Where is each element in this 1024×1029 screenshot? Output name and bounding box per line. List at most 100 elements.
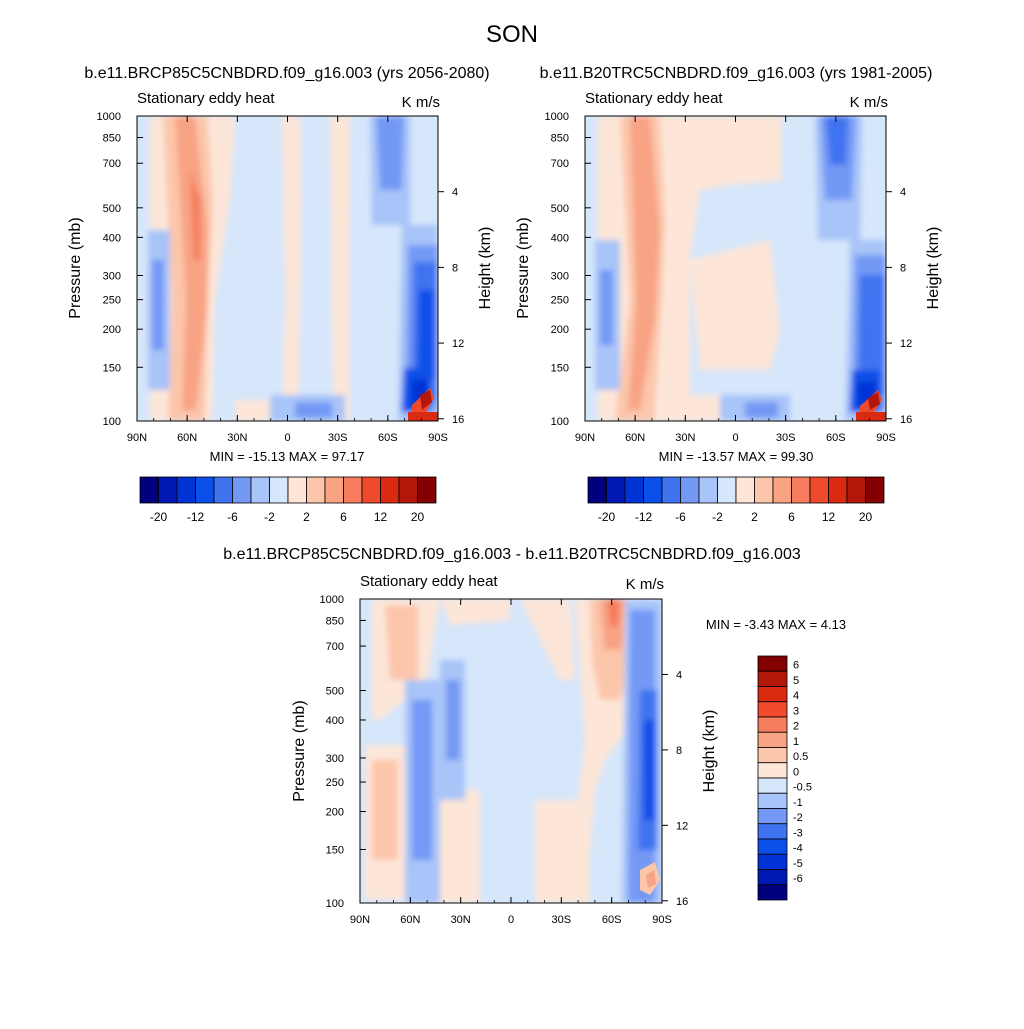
y-right-tick-label: 16 bbox=[452, 414, 464, 426]
colorbar-box bbox=[757, 701, 788, 718]
panel-2-axes: 90N 60N 30N 0 30S 60S 90S 100 150 200 250 300 400 500… bbox=[545, 111, 913, 444]
y-tick-label: 300 bbox=[551, 270, 569, 282]
y-right-tick-label: 16 bbox=[676, 896, 688, 908]
y-tick-label: 1000 bbox=[97, 111, 121, 123]
panel-1: b.e11.BRCP85C5CNBDRD.f09_g16.003 (yrs 20… bbox=[67, 65, 494, 524]
y-tick-label: 500 bbox=[551, 203, 569, 215]
panel-2: b.e11.B20TRC5CNBDRD.f09_g16.003 (yrs 198… bbox=[515, 65, 942, 524]
colorbar-box bbox=[809, 476, 829, 504]
y-tick-label: 100 bbox=[103, 416, 121, 428]
panel-1-title: b.e11.BRCP85C5CNBDRD.f09_g16.003 (yrs 20… bbox=[84, 65, 489, 82]
colorbar-box bbox=[865, 476, 885, 504]
colorbar-box bbox=[158, 476, 178, 504]
y-tick-label: 400 bbox=[551, 232, 569, 244]
colorbar-box bbox=[757, 747, 788, 764]
y-tick-label: 200 bbox=[551, 324, 569, 336]
colorbar-box bbox=[757, 884, 788, 901]
y-tick-label: 1000 bbox=[320, 594, 344, 606]
colorbar-box bbox=[698, 476, 718, 504]
colorbar-box bbox=[213, 476, 233, 504]
y-right-tick-label: 12 bbox=[676, 820, 688, 832]
panel-2-ylabel-right: Height (km) bbox=[925, 227, 942, 310]
colorbar-label: 3 bbox=[793, 705, 799, 717]
colorbar-box bbox=[324, 476, 344, 504]
colorbar-box bbox=[757, 823, 788, 840]
colorbar-label: 6 bbox=[788, 510, 795, 524]
x-tick-label: 30S bbox=[552, 914, 572, 926]
colorbar-box bbox=[643, 476, 663, 504]
x-tick-label: 60N bbox=[400, 914, 420, 926]
panel-2-units: K m/s bbox=[850, 94, 888, 111]
colorbar-box bbox=[680, 476, 700, 504]
x-tick-label: 60N bbox=[177, 432, 197, 444]
colorbar-box bbox=[139, 476, 159, 504]
panel-2-ylabel: Pressure (mb) bbox=[515, 217, 532, 318]
colorbar-label: -2 bbox=[712, 510, 723, 524]
x-tick-label: 30N bbox=[227, 432, 247, 444]
colorbar-box bbox=[417, 476, 437, 504]
colorbar-box bbox=[232, 476, 252, 504]
colorbar-box bbox=[754, 476, 774, 504]
colorbar-box bbox=[757, 869, 788, 886]
x-tick-label: 60S bbox=[826, 432, 846, 444]
y-tick-label: 400 bbox=[103, 232, 121, 244]
panel-1-minmax: MIN = -15.13 MAX = 97.17 bbox=[210, 449, 365, 464]
colorbar-box bbox=[757, 686, 788, 703]
colorbar-label: 0 bbox=[793, 766, 799, 778]
y-tick-label: 150 bbox=[326, 844, 344, 856]
x-tick-label: 90S bbox=[428, 432, 448, 444]
colorbar-label: 12 bbox=[822, 510, 836, 524]
colorbar-box bbox=[757, 716, 788, 733]
y-tick-label: 1000 bbox=[545, 111, 569, 123]
colorbar-box bbox=[757, 838, 788, 855]
panel-1-ylabel-right: Height (km) bbox=[477, 227, 494, 310]
y-right-tick-label: 12 bbox=[900, 338, 912, 350]
colorbar-label: 6 bbox=[340, 510, 347, 524]
colorbar-label: -5 bbox=[793, 858, 803, 870]
colorbar-label: 2 bbox=[793, 721, 799, 733]
y-tick-label: 150 bbox=[551, 362, 569, 374]
y-right-tick-label: 12 bbox=[452, 338, 464, 350]
y-tick-label: 850 bbox=[103, 133, 121, 145]
panel-3-contours bbox=[360, 599, 662, 903]
colorbar-label: -2 bbox=[793, 812, 803, 824]
y-tick-label: 100 bbox=[551, 416, 569, 428]
colorbar-box bbox=[624, 476, 644, 504]
colorbar-box bbox=[757, 777, 788, 794]
colorbar-label: -2 bbox=[264, 510, 275, 524]
panel-2-colorbar: -20 -12 -6 -2 2 6 12 20 bbox=[587, 476, 885, 524]
colorbar-box bbox=[757, 808, 788, 825]
y-tick-label: 500 bbox=[103, 203, 121, 215]
x-tick-label: 90N bbox=[350, 914, 370, 926]
panel-3: b.e11.BRCP85C5CNBDRD.f09_g16.003 - b.e11… bbox=[223, 546, 846, 926]
panel-2-minmax: MIN = -13.57 MAX = 99.30 bbox=[659, 449, 814, 464]
panel-3-minmax: MIN = -3.43 MAX = 4.13 bbox=[706, 617, 846, 632]
x-tick-label: 90S bbox=[652, 914, 672, 926]
colorbar-label: 20 bbox=[859, 510, 873, 524]
x-tick-label: 0 bbox=[508, 914, 514, 926]
colorbar-label: -12 bbox=[635, 510, 653, 524]
panel-1-left-string: Stationary eddy heat bbox=[137, 90, 275, 107]
x-tick-label: 90S bbox=[876, 432, 896, 444]
colorbar-label: -6 bbox=[675, 510, 686, 524]
y-tick-label: 850 bbox=[326, 615, 344, 627]
colorbar-box bbox=[757, 762, 788, 779]
x-tick-label: 60S bbox=[378, 432, 398, 444]
colorbar-label: -4 bbox=[793, 843, 803, 855]
colorbar-label: -20 bbox=[150, 510, 168, 524]
colorbar-box bbox=[757, 853, 788, 870]
panel-1-axes: 90N 60N 30N 0 30S 60S 90S 100 150 200 250 300 400 500… bbox=[97, 111, 465, 444]
y-right-tick-label: 4 bbox=[676, 669, 682, 681]
panel-3-left-string: Stationary eddy heat bbox=[360, 573, 498, 590]
colorbar-label: -0.5 bbox=[793, 782, 812, 794]
x-tick-label: 60N bbox=[625, 432, 645, 444]
colorbar-label: 6 bbox=[793, 660, 799, 672]
y-right-tick-label: 8 bbox=[900, 262, 906, 274]
colorbar-label: -1 bbox=[793, 797, 803, 809]
panel-1-colorbar: -20 -12 -6 -2 2 6 12 20 bbox=[139, 476, 437, 524]
colorbar-box bbox=[287, 476, 307, 504]
y-tick-label: 500 bbox=[326, 686, 344, 698]
x-tick-label: 90N bbox=[575, 432, 595, 444]
colorbar-label: 5 bbox=[793, 675, 799, 687]
